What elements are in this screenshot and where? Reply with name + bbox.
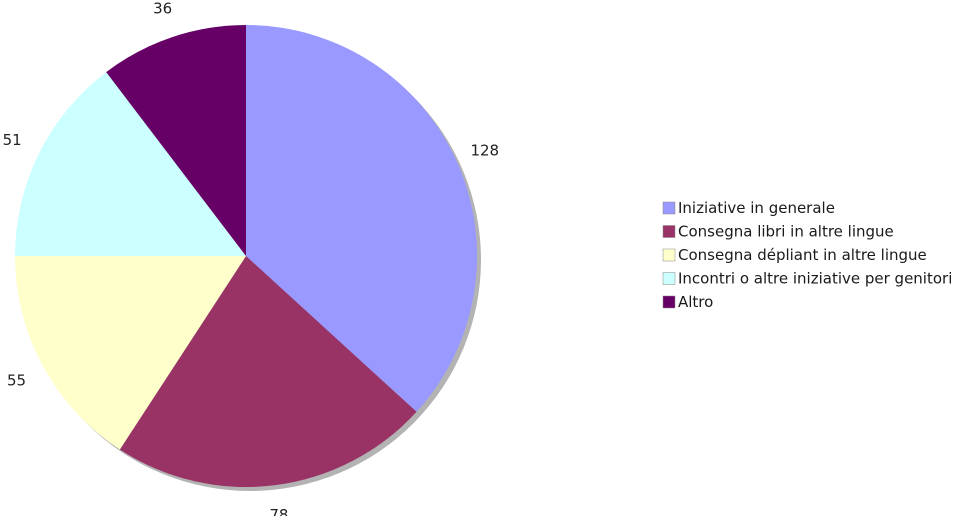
data-labels: 128 78 55 51 36 (3, 0, 499, 516)
legend-label-consegna-depliant-in-altre-lingue: Consegna dépliant in altre lingue (678, 246, 927, 264)
data-label-altro: 36 (153, 0, 172, 18)
data-label-consegna-depliant-in-altre-lingue: 55 (7, 371, 26, 389)
data-label-consegna-libri-in-altre-lingue: 78 (269, 506, 288, 516)
pie-slice-consegna-libri-in-altre-lingue (119, 256, 417, 488)
legend-item-consegna-depliant-in-altre-lingue: Consegna dépliant in altre lingue (662, 246, 927, 264)
legend-swatch-altro (662, 295, 676, 309)
legend-swatch-incontri-o-altre-iniziative-per-genitori (662, 272, 676, 285)
pie-slice-consegna-depliant-in-altre-lingue (15, 256, 246, 450)
legend: Iniziative in generale Consegna libri in … (662, 199, 952, 311)
legend-swatch-consegna-libri-in-altre-lingue (662, 225, 676, 238)
pie-slice-incontri-o-altre-iniziative-per-genitori (14, 72, 246, 256)
legend-label-iniziative-in-generale: Iniziative in generale (678, 199, 835, 217)
legend-label-consegna-libri-in-altre-lingue: Consegna libri in altre lingue (678, 223, 894, 241)
legend-item-incontri-o-altre-iniziative-per-genitori: Incontri o altre iniziative per genitori (662, 270, 952, 288)
legend-item-altro: Altro (662, 293, 713, 311)
legend-label-altro: Altro (678, 293, 713, 311)
data-label-incontri-o-altre-iniziative-per-genitori: 51 (3, 131, 22, 149)
data-label-iniziative-in-generale: 128 (470, 142, 499, 160)
legend-label-incontri-o-altre-iniziative-per-genitori: Incontri o altre iniziative per genitori (678, 270, 952, 288)
legend-item-iniziative-in-generale: Iniziative in generale (662, 199, 835, 217)
legend-swatch-consegna-depliant-in-altre-lingue (662, 248, 676, 262)
pie-slice-iniziative-in-generale (246, 25, 477, 412)
legend-item-consegna-libri-in-altre-lingue: Consegna libri in altre lingue (662, 223, 894, 241)
pie-slice-altro (106, 25, 246, 256)
legend-swatch-iniziative-in-generale (662, 201, 676, 215)
pie-slices (14, 25, 477, 488)
